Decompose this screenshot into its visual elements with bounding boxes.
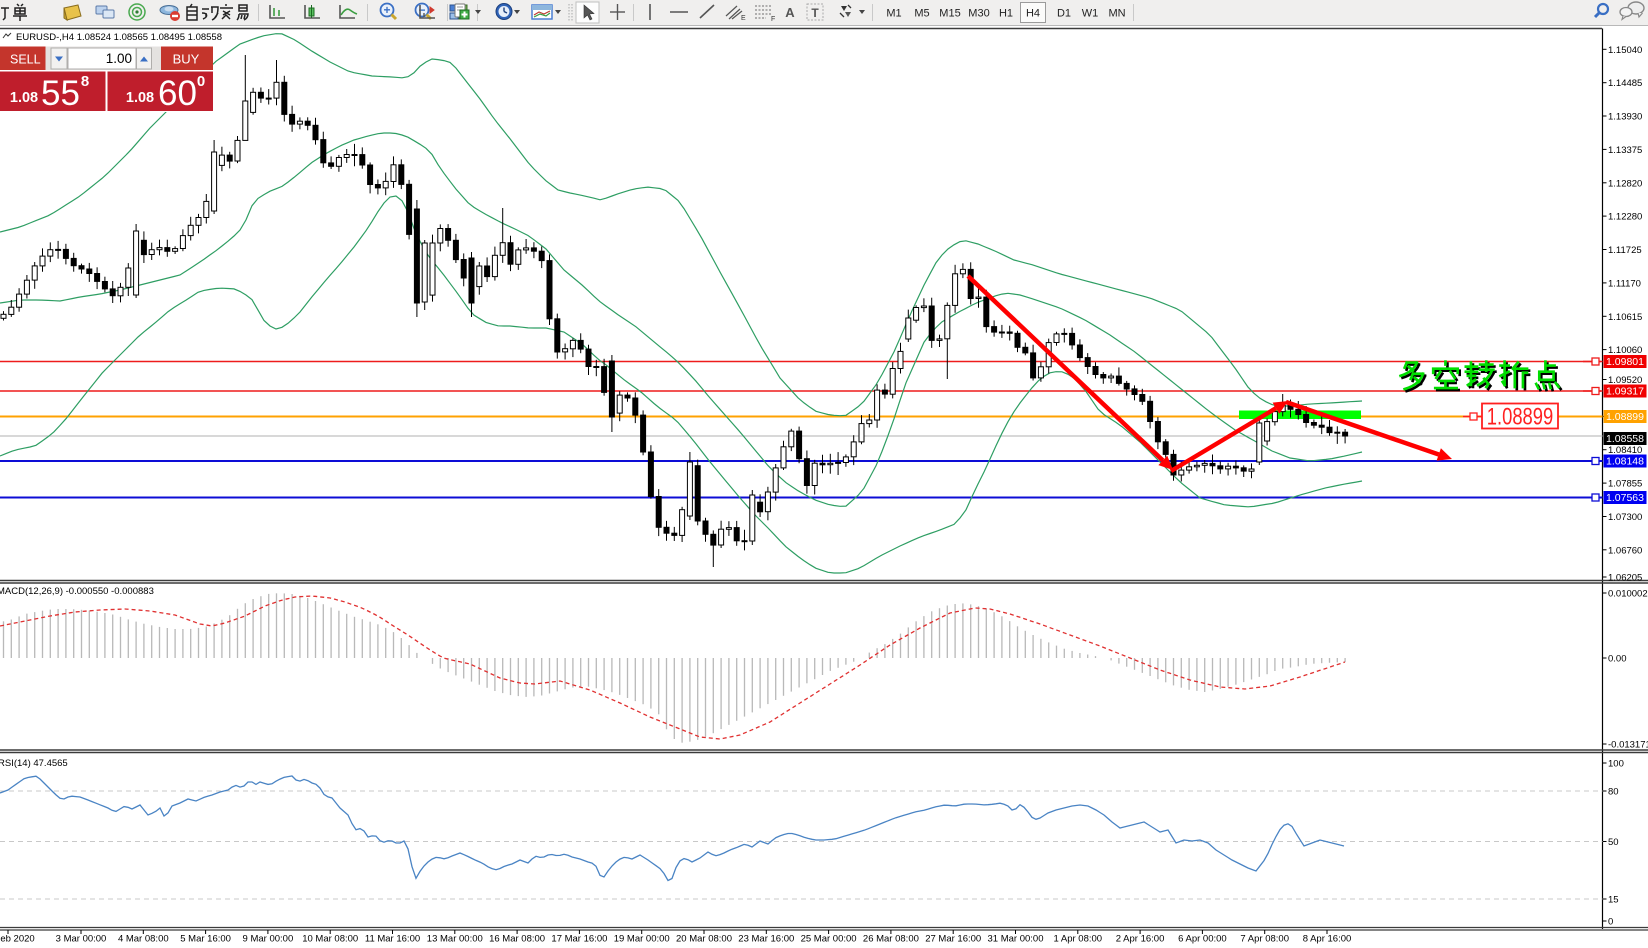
svg-text:1.11170: 1.11170 <box>1608 278 1641 289</box>
svg-text:1.08899: 1.08899 <box>1606 411 1644 423</box>
svg-text:6 Apr 00:00: 6 Apr 00:00 <box>1178 934 1227 945</box>
svg-text:1.08: 1.08 <box>10 90 38 106</box>
svg-text:27 Mar 16:00: 27 Mar 16:00 <box>925 934 981 945</box>
svg-text:0: 0 <box>197 73 205 90</box>
svg-text:1.11725: 1.11725 <box>1608 245 1642 256</box>
svg-text:1.07300: 1.07300 <box>1608 512 1642 523</box>
svg-text:0.00: 0.00 <box>1608 654 1627 665</box>
svg-text:0.010002: 0.010002 <box>1608 589 1648 600</box>
svg-text:16 Mar 08:00: 16 Mar 08:00 <box>489 934 545 945</box>
svg-text:1.12280: 1.12280 <box>1608 212 1642 223</box>
svg-text:7 Apr 08:00: 7 Apr 08:00 <box>1240 934 1289 945</box>
svg-text:2 Apr 16:00: 2 Apr 16:00 <box>1116 934 1165 945</box>
svg-text:1.09520: 1.09520 <box>1608 375 1642 386</box>
svg-text:5 Mar 16:00: 5 Mar 16:00 <box>180 934 231 945</box>
svg-text:1.08558: 1.08558 <box>1606 433 1644 445</box>
svg-text:BUY: BUY <box>173 52 200 67</box>
svg-text:8 Apr 16:00: 8 Apr 16:00 <box>1303 934 1352 945</box>
svg-text:H4: H4 <box>1026 8 1040 20</box>
svg-text:100: 100 <box>1608 759 1624 770</box>
svg-text:SELL: SELL <box>10 53 41 67</box>
svg-text:20 Mar 08:00: 20 Mar 08:00 <box>676 934 732 945</box>
svg-text:9 Mar 00:00: 9 Mar 00:00 <box>243 934 294 945</box>
svg-text:26 Mar 08:00: 26 Mar 08:00 <box>863 934 919 945</box>
svg-text:1.08: 1.08 <box>126 90 154 106</box>
svg-text:T: T <box>811 6 819 20</box>
svg-text:1.06205: 1.06205 <box>1608 573 1642 584</box>
svg-text:1.10060: 1.10060 <box>1608 345 1642 356</box>
svg-text:13 Mar 00:00: 13 Mar 00:00 <box>427 934 483 945</box>
svg-text:W1: W1 <box>1082 8 1099 20</box>
svg-text:1.07855: 1.07855 <box>1608 479 1642 490</box>
svg-text:1.08148: 1.08148 <box>1606 456 1644 468</box>
svg-text:−: − <box>418 3 425 17</box>
svg-text:31 Mar 00:00: 31 Mar 00:00 <box>988 934 1044 945</box>
svg-text:1 Apr 08:00: 1 Apr 08:00 <box>1053 934 1102 945</box>
svg-text:0: 0 <box>1608 917 1613 928</box>
svg-text:1.15040: 1.15040 <box>1608 45 1642 56</box>
svg-text:1.06760: 1.06760 <box>1608 545 1642 556</box>
svg-text:3 Mar 00:00: 3 Mar 00:00 <box>56 934 107 945</box>
svg-text:25 Mar 00:00: 25 Mar 00:00 <box>801 934 857 945</box>
svg-text:4 Mar 08:00: 4 Mar 08:00 <box>118 934 169 945</box>
svg-text:17 Mar 16:00: 17 Mar 16:00 <box>551 934 607 945</box>
svg-text:-0.013171: -0.013171 <box>1608 740 1648 751</box>
svg-text:55: 55 <box>41 74 80 113</box>
svg-text:23 Mar 16:00: 23 Mar 16:00 <box>738 934 794 945</box>
svg-text:1.08410: 1.08410 <box>1608 445 1642 456</box>
svg-text:RSI(14) 47.4565: RSI(14) 47.4565 <box>0 758 68 769</box>
svg-text:80: 80 <box>1608 787 1619 798</box>
svg-text:1.00: 1.00 <box>106 51 132 66</box>
svg-text:1.09317: 1.09317 <box>1606 386 1644 398</box>
svg-text:F: F <box>771 16 775 23</box>
svg-text:1.13930: 1.13930 <box>1608 112 1642 123</box>
svg-text:M30: M30 <box>968 8 989 20</box>
svg-text:MN: MN <box>1108 8 1125 20</box>
svg-text:1.09801: 1.09801 <box>1606 356 1644 368</box>
svg-text:1.12820: 1.12820 <box>1608 178 1642 189</box>
svg-text:1.13375: 1.13375 <box>1608 145 1642 156</box>
svg-text:1.08899: 1.08899 <box>1487 402 1553 430</box>
svg-text:H1: H1 <box>999 8 1013 20</box>
svg-text:19 Mar 00:00: 19 Mar 00:00 <box>614 934 670 945</box>
svg-text:EURUSD-,H4 1.08524 1.08565 1.: EURUSD-,H4 1.08524 1.08565 1.08495 1.085… <box>16 32 222 43</box>
svg-text:+: + <box>383 3 390 17</box>
svg-text:M1: M1 <box>886 8 901 20</box>
svg-text:1.07563: 1.07563 <box>1606 492 1644 504</box>
svg-text:8: 8 <box>81 73 89 90</box>
svg-text:MACD(12,26,9) -0.000550 -0.000: MACD(12,26,9) -0.000550 -0.000883 <box>0 586 154 597</box>
svg-text:E: E <box>741 15 746 22</box>
svg-text:15: 15 <box>1608 895 1619 906</box>
svg-text:50: 50 <box>1608 837 1619 848</box>
svg-text:M5: M5 <box>914 8 929 20</box>
svg-text:10 Mar 08:00: 10 Mar 08:00 <box>302 934 358 945</box>
svg-text:A: A <box>785 5 795 20</box>
svg-text:60: 60 <box>158 74 197 113</box>
svg-text:1.10615: 1.10615 <box>1608 312 1642 323</box>
svg-text:1.14485: 1.14485 <box>1608 78 1642 89</box>
svg-text:M15: M15 <box>939 8 960 20</box>
svg-text:D1: D1 <box>1057 8 1071 20</box>
svg-text:11 Mar 16:00: 11 Mar 16:00 <box>365 934 420 945</box>
svg-text:28 Feb 2020: 28 Feb 2020 <box>0 934 35 945</box>
